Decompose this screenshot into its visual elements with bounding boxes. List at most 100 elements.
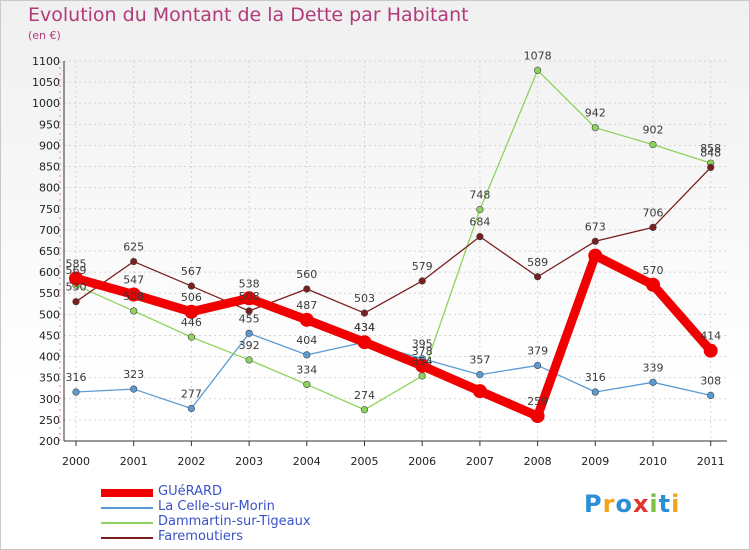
data-label-la-celle: 434 (354, 321, 375, 334)
legend-item-guerard: GUéRARD (101, 485, 341, 500)
data-label-la-celle: 379 (527, 344, 548, 357)
data-label-faremoutiers: 673 (585, 220, 606, 233)
y-tick-label: 600 (39, 266, 60, 279)
data-point-faremoutiers (649, 223, 657, 231)
y-tick-label: 200 (39, 435, 60, 448)
y-tick-label: 400 (39, 351, 60, 364)
data-point-guerard (126, 287, 141, 302)
y-tick-label: 1100 (32, 55, 60, 68)
data-point-faremoutiers (418, 277, 426, 285)
x-tick-label: 2004 (293, 455, 321, 468)
data-label-faremoutiers: 560 (296, 268, 317, 281)
data-label-guerard: 547 (123, 273, 144, 286)
logo-letter: x (632, 490, 650, 518)
data-point-faremoutiers (591, 237, 599, 245)
data-point-faremoutiers (187, 282, 195, 290)
data-point-dammartin (418, 372, 426, 380)
data-point-guerard (530, 409, 545, 424)
data-label-faremoutiers: 508 (239, 290, 260, 303)
data-point-faremoutiers (245, 307, 253, 315)
data-point-la-celle (245, 329, 253, 337)
legend-item-faremoutiers: Faremoutiers (101, 530, 341, 545)
proxiti-logo: Proxiti (584, 490, 680, 518)
data-label-faremoutiers: 530 (66, 281, 87, 294)
logo-letter: P (584, 490, 603, 518)
data-point-guerard (184, 304, 199, 319)
data-point-guerard (415, 358, 430, 373)
data-point-dammartin (187, 333, 195, 341)
y-tick-label: 700 (39, 224, 60, 237)
data-label-faremoutiers: 589 (527, 256, 548, 269)
chart-unit-label: (en €) (28, 29, 61, 42)
data-label-dammartin: 748 (469, 189, 490, 202)
x-tick-label: 2008 (524, 455, 552, 468)
data-label-faremoutiers: 625 (123, 241, 144, 254)
series-line-guerard (71, 251, 716, 421)
y-tick-label: 350 (39, 372, 60, 385)
logo-letter: o (615, 490, 633, 518)
data-point-la-celle (187, 404, 195, 413)
x-tick-label: 2000 (62, 455, 90, 468)
legend-label-la-celle: La Celle-sur-Morin (158, 499, 275, 514)
grid-lines (64, 60, 727, 442)
data-point-faremoutiers (533, 273, 542, 281)
y-tick-label: 1050 (32, 76, 60, 89)
data-point-dammartin (360, 406, 369, 414)
x-tick-label: 2007 (466, 455, 494, 468)
data-label-la-celle: 455 (239, 312, 260, 325)
data-point-la-celle (476, 371, 484, 379)
data-label-dammartin: 274 (354, 389, 375, 402)
legend-swatch-faremoutiers (101, 537, 153, 539)
data-label-dammartin: 942 (585, 107, 606, 120)
data-label-la-celle: 395 (412, 338, 433, 351)
data-point-guerard (299, 312, 314, 327)
data-label-guerard: 434 (354, 321, 375, 334)
data-point-guerard (69, 271, 83, 286)
y-tick-label: 250 (39, 414, 60, 427)
y-tick-label: 900 (39, 139, 60, 152)
data-label-guerard: 538 (239, 277, 260, 290)
x-tick-label: 2003 (235, 455, 263, 468)
logo-letter: t (658, 490, 672, 518)
data-labels: 585 547 506 538 487 434 378 259 570 414 316 323 277 4… (66, 49, 722, 408)
data-label-la-celle: 323 (123, 368, 144, 381)
data-point-dammartin (245, 356, 253, 364)
data-point-faremoutiers (130, 257, 138, 266)
y-tick-label: 500 (39, 308, 60, 321)
x-tick-label: 2006 (408, 455, 436, 468)
legend: GUéRARD La Celle-sur-Morin Dammartin-sur… (101, 485, 341, 545)
data-label-la-celle: 277 (181, 387, 202, 400)
data-label-guerard: 570 (643, 264, 664, 277)
legend-label-faremoutiers: Faremoutiers (158, 529, 243, 544)
series-line-la-celle (75, 332, 712, 410)
data-label-guerard: 487 (296, 299, 317, 312)
data-point-la-celle (533, 361, 542, 370)
data-point-guerard (703, 343, 718, 358)
data-label-faremoutiers: 567 (181, 265, 202, 278)
y-tick-label: 1000 (32, 97, 60, 110)
data-label-la-celle: 404 (296, 334, 317, 347)
data-point-faremoutiers (707, 163, 715, 171)
data-point-la-celle (72, 388, 80, 396)
data-point-la-celle (303, 351, 311, 359)
data-point-la-celle (707, 391, 715, 400)
series-line-dammartin (75, 69, 712, 411)
data-label-guerard: 414 (700, 330, 721, 343)
data-point-faremoutiers (476, 233, 484, 241)
data-point-dammartin (591, 124, 599, 132)
logo-letter: i (649, 490, 659, 518)
data-point-guerard (242, 291, 257, 306)
y-tick-label: 950 (39, 118, 60, 131)
data-label-dammartin: 392 (239, 339, 260, 352)
data-point-guerard (646, 277, 660, 292)
legend-item-la-celle: La Celle-sur-Morin (101, 500, 341, 515)
data-label-la-celle: 308 (700, 374, 721, 387)
chart-title: Evolution du Montant de la Dette par Hab… (28, 4, 469, 26)
data-point-faremoutiers (303, 285, 311, 293)
x-tick-label: 2005 (351, 455, 379, 468)
data-label-dammartin: 508 (123, 290, 144, 303)
series-line-faremoutiers (75, 166, 712, 314)
x-tick-label: 2010 (639, 455, 667, 468)
data-label-guerard: 378 (412, 345, 433, 358)
